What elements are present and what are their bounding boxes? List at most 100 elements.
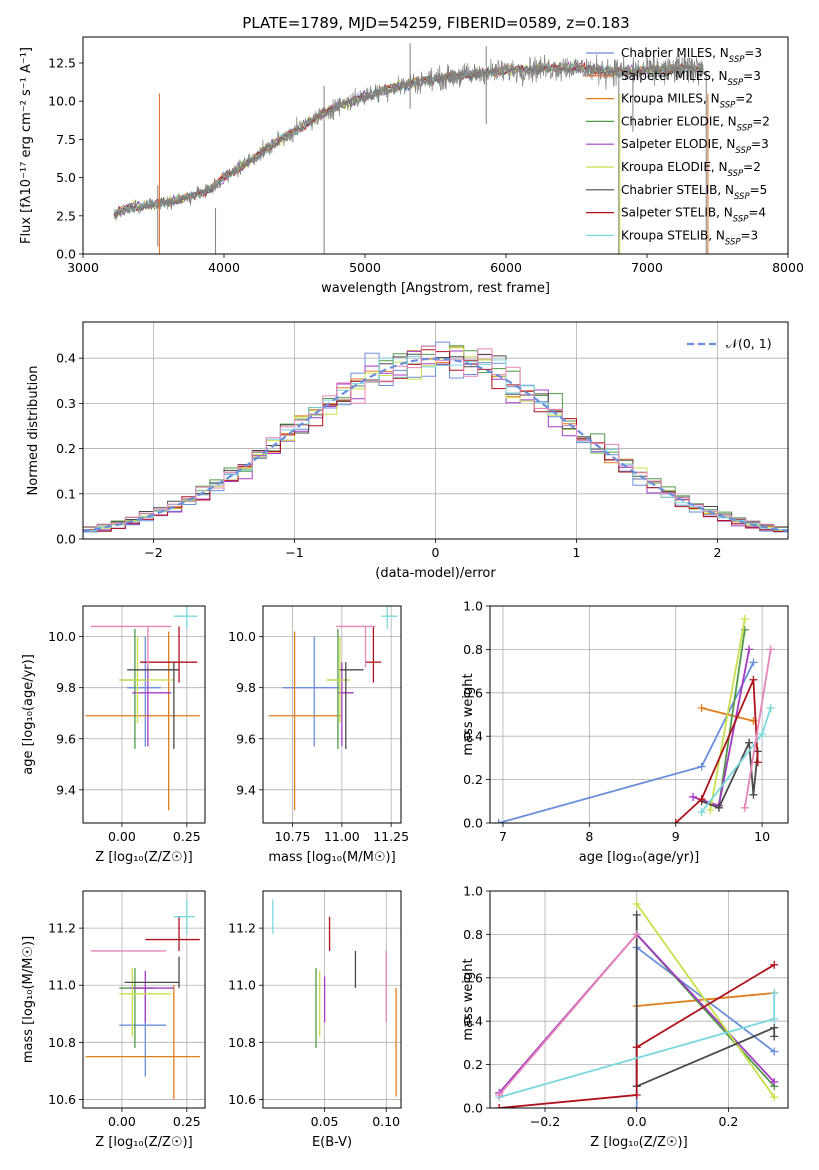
legend-label: 𝒩(0, 1) [726, 336, 772, 351]
weight-point [770, 988, 779, 997]
weight-point [749, 658, 758, 667]
y-tick-label: 10.6 [48, 1092, 76, 1107]
y-tick-label: 9.6 [236, 731, 256, 746]
weight-point [632, 1043, 641, 1052]
plot-area [263, 606, 401, 823]
y-tick-label: 0.0 [463, 1101, 483, 1116]
weight-point [632, 1090, 641, 1099]
x-axis-label: wavelength [Angstrom, rest frame] [321, 281, 550, 296]
axes-frame [82, 321, 789, 540]
x-tick-label: 5000 [349, 260, 381, 275]
x-tick-label: 6000 [490, 260, 522, 275]
weight-point [766, 645, 775, 654]
x-tick-label: 0.10 [372, 1114, 400, 1129]
weight-point [494, 819, 503, 823]
y-axis-label: age [log₁₀(age/yr)] [21, 654, 36, 775]
histogram-step [83, 356, 788, 531]
y-axis-label: Normed distribution [26, 366, 41, 496]
weight-point [495, 1090, 504, 1099]
y-tick-label: 1.0 [463, 599, 483, 614]
y-tick-label: 12.5 [48, 55, 76, 70]
x-tick-label: 8 [585, 829, 593, 844]
legend-label: Kroupa STELIB, NSSP=3 [621, 228, 758, 247]
weight-point [697, 703, 706, 712]
plot-area [83, 891, 205, 1108]
y-tick-label: 9.6 [56, 731, 76, 746]
y-tick-label: 0.6 [463, 970, 483, 985]
panel-8: −0.2 0.0 0.2 0.0 0.2 0.4 0.6 0.8 1.0 Z [log₁₀(Z/Z… [461, 884, 789, 1150]
x-tick-label: 7000 [631, 260, 663, 275]
y-tick-label: 0.4 [56, 351, 76, 366]
x-tick-label: 3000 [67, 260, 99, 275]
weight-point [688, 792, 697, 801]
panel-4: 10.75 11.00 11.25 9.4 9.6 9.8 10.0 mass [log₁₀(… [228, 605, 409, 865]
weight-series-line [635, 914, 776, 1088]
weight-series-line [675, 679, 759, 823]
x-axis-label: age [log₁₀(age/yr)] [579, 850, 700, 865]
weight-point [745, 738, 754, 747]
y-tick-label: 0.8 [463, 927, 483, 942]
x-tick-label: 0.00 [108, 1114, 136, 1129]
weight-point [671, 819, 680, 823]
y-tick-label: 9.8 [236, 680, 256, 695]
model-spectrum-line [113, 61, 703, 220]
x-tick-label: 0.05 [311, 1114, 339, 1129]
weight-point [770, 1047, 779, 1056]
x-tick-label: 2 [714, 545, 722, 560]
plot-area [263, 891, 401, 1108]
x-tick-label: −1 [285, 545, 303, 560]
weight-point [770, 960, 779, 969]
weight-point [770, 1023, 779, 1032]
x-tick-label: 1 [573, 545, 581, 560]
weight-point [632, 1104, 641, 1108]
plot-area [83, 606, 205, 823]
x-tick-label: 7 [499, 829, 507, 844]
x-tick-label: 0.2 [718, 1114, 738, 1129]
weight-point [632, 900, 641, 909]
weight-point [632, 930, 641, 939]
panel-5: 7 8 9 10 0.0 0.2 0.4 0.6 0.8 1.0 age [log₁₀(age/yr… [461, 599, 789, 865]
weight-series-line [498, 933, 638, 1096]
weight-point [632, 910, 641, 919]
weight-series-line [635, 903, 775, 1098]
weight-point [706, 805, 715, 814]
weight-point [770, 1032, 779, 1041]
plot-area [83, 322, 788, 539]
weight-point [714, 803, 723, 812]
axes-frame [489, 605, 789, 824]
y-tick-label: 0.2 [56, 441, 76, 456]
plot-area [490, 891, 788, 1108]
weight-point [740, 615, 749, 624]
panel-1: 3000 4000 5000 6000 7000 8000 0.0 2.5 5.0 7.5 10.0… [19, 36, 804, 296]
weight-point [770, 1093, 779, 1102]
y-tick-label: 0.2 [463, 772, 483, 787]
x-tick-label: 10 [754, 829, 770, 844]
weight-point [697, 808, 706, 817]
weight-point [740, 803, 749, 812]
y-tick-label: 5.0 [56, 170, 76, 185]
y-axis-label: mass weight [461, 673, 476, 755]
axes-frame [262, 605, 402, 824]
y-tick-label: 1.0 [463, 884, 483, 899]
x-tick-label: 11.25 [373, 829, 409, 844]
y-tick-label: 10.8 [48, 1035, 76, 1050]
x-tick-label: 0.0 [627, 1114, 647, 1129]
axes-frame [82, 890, 206, 1109]
y-tick-label: 0.1 [56, 486, 76, 501]
x-axis-label: Z [log₁₀(Z/Z☉)] [590, 1135, 687, 1150]
weight-point [770, 1015, 779, 1024]
figure-title: PLATE=1789, MJD=54259, FIBERID=0589, z=0… [242, 14, 629, 32]
plot-area [490, 606, 788, 823]
y-tick-label: 9.8 [56, 680, 76, 695]
x-tick-label: 0.00 [108, 829, 136, 844]
weight-point [753, 758, 762, 767]
y-tick-label: 11.0 [228, 978, 256, 993]
y-tick-label: 11.2 [228, 921, 256, 936]
x-axis-label: Z [log₁₀(Z/Z☉)] [95, 1135, 192, 1150]
axes-frame [262, 890, 402, 1109]
y-tick-label: 2.5 [56, 208, 76, 223]
weight-point [697, 795, 706, 804]
weight-series-line [718, 629, 746, 806]
